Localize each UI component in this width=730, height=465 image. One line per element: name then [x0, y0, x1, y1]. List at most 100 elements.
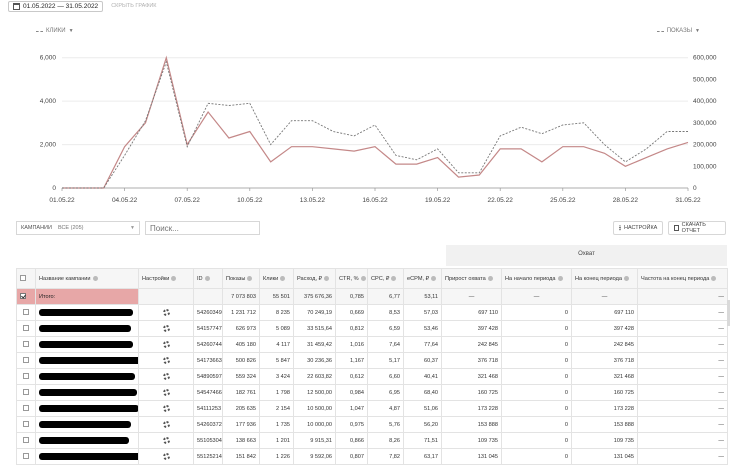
- row-checkbox[interactable]: [23, 437, 29, 444]
- gear-icon[interactable]: [162, 389, 170, 396]
- row-checkbox[interactable]: [23, 421, 29, 428]
- redacted-name: [39, 389, 137, 396]
- header-cpc-label: CPC, ₽: [371, 275, 390, 282]
- row-checkbox[interactable]: [23, 453, 29, 460]
- date-range-label: 01.05.2022 — 31.05.2022: [23, 2, 99, 10]
- row-campaign-name[interactable]: [35, 448, 139, 465]
- gear-icon[interactable]: [162, 453, 170, 460]
- table-settings-button[interactable]: НАСТРОЙКА: [613, 221, 663, 235]
- row-checkbox[interactable]: [23, 325, 29, 332]
- row-checkbox[interactable]: [23, 309, 29, 316]
- row-ecpm: 57,03: [403, 304, 442, 321]
- gear-icon[interactable]: [162, 373, 170, 380]
- select-all-checkbox[interactable]: [20, 275, 26, 282]
- total-period-start: —: [501, 288, 572, 305]
- row-id: 54890597: [193, 368, 223, 385]
- gear-icon[interactable]: [162, 421, 170, 428]
- row-campaign-name[interactable]: [35, 336, 139, 353]
- table-row[interactable]: 54260372 177 936 1 735 10 000,00 0,975 5,76 56…: [16, 416, 728, 433]
- table-row[interactable]: 54260349 1 231 712 8 235 70 249,19 0,669 8,53…: [16, 304, 728, 321]
- header-period-end-label: На конец периода: [575, 275, 623, 282]
- row-checkbox[interactable]: [23, 373, 29, 380]
- header-clicks-label: Клики: [263, 275, 279, 282]
- clicks-legend-label: КЛИКИ: [46, 28, 66, 34]
- x-tick-label: 01.05.22: [49, 197, 75, 204]
- header-spend[interactable]: Расход, ₽: [293, 268, 336, 289]
- header-impressions-label: Показы: [226, 275, 246, 282]
- row-ecpm: 51,06: [403, 400, 442, 417]
- row-campaign-name[interactable]: [35, 384, 139, 401]
- table-row[interactable]: 55105304 138 663 1 201 9 915,31 0,866 8,26 71,…: [16, 432, 728, 449]
- chevron-down-icon: ▼: [695, 28, 700, 34]
- header-impressions[interactable]: Показы: [222, 268, 260, 289]
- impressions-series-selector[interactable]: ПОКАЗЫ ▼: [656, 28, 700, 34]
- row-clicks: 1 201: [259, 432, 294, 449]
- table-row[interactable]: 54260744 405 180 4 117 31 459,42 1,016 7,64 77…: [16, 336, 728, 353]
- row-campaign-name[interactable]: [35, 304, 139, 321]
- row-spend: 9 915,31: [293, 432, 336, 449]
- gear-icon[interactable]: [162, 357, 170, 364]
- header-id[interactable]: ID: [193, 268, 223, 289]
- row-checkbox[interactable]: [23, 341, 29, 348]
- table-scrollbar[interactable]: [727, 300, 730, 326]
- header-period-start[interactable]: На начало периода: [501, 268, 572, 289]
- row-campaign-name[interactable]: [35, 432, 139, 449]
- gear-icon[interactable]: [162, 309, 170, 316]
- header-clicks[interactable]: Клики: [259, 268, 294, 289]
- y-right-tick-label: 300,000: [693, 120, 717, 127]
- table-row[interactable]: 55125214 151 842 1 226 9 592,06 0,807 7,82 63,…: [16, 448, 728, 465]
- total-checkbox[interactable]: [20, 293, 26, 300]
- total-impressions: 7 073 803: [222, 288, 260, 305]
- header-ctr[interactable]: CTR, %: [335, 268, 368, 289]
- header-cpc[interactable]: CPC, ₽: [367, 268, 404, 289]
- header-ecpm[interactable]: eCPM, ₽: [403, 268, 442, 289]
- header-settings: Настройки: [138, 268, 194, 289]
- row-ecpm: 71,51: [403, 432, 442, 449]
- table-settings-label: НАСТРОЙКА: [624, 225, 658, 231]
- row-ecpm: 68,40: [403, 384, 442, 401]
- header-name[interactable]: Название кампании: [35, 268, 139, 289]
- table-row[interactable]: 54157747 626 973 5 089 33 515,64 0,812 6,59 53…: [16, 320, 728, 337]
- row-campaign-name[interactable]: [35, 320, 139, 337]
- row-clicks: 2 154: [259, 400, 294, 417]
- row-checkbox[interactable]: [23, 405, 29, 412]
- row-cpc: 8,53: [367, 304, 404, 321]
- header-period-end[interactable]: На конец периода: [571, 268, 638, 289]
- hide-chart-link[interactable]: СКРЫТЬ ГРАФИК: [111, 3, 157, 9]
- row-clicks: 1 798: [259, 384, 294, 401]
- row-checkbox[interactable]: [23, 389, 29, 396]
- table-row[interactable]: 54111253 205 635 2 154 10 500,00 1,047 4,87 51…: [16, 400, 728, 417]
- campaigns-filter[interactable]: КАМПАНИИ ВСЕ (205) ▼: [16, 221, 140, 235]
- header-ctr-label: CTR, %: [339, 275, 359, 282]
- row-reach-growth: 109 735: [441, 432, 502, 449]
- row-spend: 30 236,36: [293, 352, 336, 369]
- row-settings-cell: [138, 432, 194, 449]
- row-ecpm: 56,20: [403, 416, 442, 433]
- gear-icon[interactable]: [162, 405, 170, 412]
- date-range-picker[interactable]: 01.05.2022 — 31.05.2022: [8, 0, 104, 12]
- row-period-start: 0: [501, 432, 572, 449]
- x-tick-label: 22.05.22: [488, 197, 514, 204]
- row-checkbox[interactable]: [23, 357, 29, 364]
- header-reach-growth[interactable]: Прирост охвата: [441, 268, 502, 289]
- gear-icon[interactable]: [162, 437, 170, 444]
- total-period-end: —: [571, 288, 638, 305]
- row-settings-cell: [138, 336, 194, 353]
- gear-icon[interactable]: [162, 341, 170, 348]
- row-campaign-name[interactable]: [35, 368, 139, 385]
- download-report-button[interactable]: СКАЧАТЬ ОТЧЕТ: [668, 221, 726, 235]
- chevron-down-icon: ▼: [68, 28, 74, 34]
- row-campaign-name[interactable]: [35, 400, 139, 417]
- table-row[interactable]: 54890597 559 324 3 424 22 603,82 0,612 6,60 40…: [16, 368, 728, 385]
- table-row[interactable]: 54547466 182 761 1 798 12 500,00 0,984 6,95 68…: [16, 384, 728, 401]
- row-campaign-name[interactable]: [35, 352, 139, 369]
- row-ctr: 1,047: [335, 400, 368, 417]
- table-row[interactable]: 54173663 500 826 5 847 30 236,36 1,167 5,17 60…: [16, 352, 728, 369]
- gear-icon[interactable]: [162, 325, 170, 332]
- header-frequency[interactable]: Частота на конец периода: [637, 268, 728, 289]
- row-period-start: 0: [501, 304, 572, 321]
- row-settings-cell: [138, 352, 194, 369]
- search-input[interactable]: [145, 221, 260, 235]
- row-campaign-name[interactable]: [35, 416, 139, 433]
- clicks-series-selector[interactable]: КЛИКИ ▼: [36, 28, 74, 34]
